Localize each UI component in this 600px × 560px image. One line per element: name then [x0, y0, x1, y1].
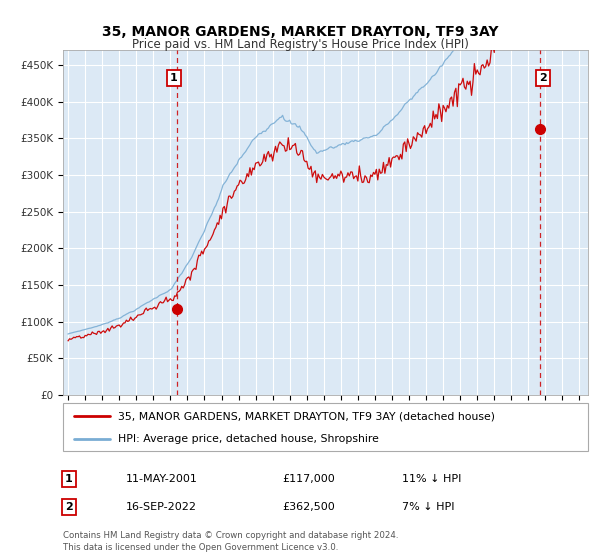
- Text: 35, MANOR GARDENS, MARKET DRAYTON, TF9 3AY (detached house): 35, MANOR GARDENS, MARKET DRAYTON, TF9 3…: [118, 411, 495, 421]
- Text: 1: 1: [170, 73, 178, 83]
- Text: 2: 2: [65, 502, 73, 512]
- Text: This data is licensed under the Open Government Licence v3.0.: This data is licensed under the Open Gov…: [63, 543, 338, 552]
- Text: Price paid vs. HM Land Registry's House Price Index (HPI): Price paid vs. HM Land Registry's House …: [131, 38, 469, 51]
- Text: 7% ↓ HPI: 7% ↓ HPI: [402, 502, 455, 512]
- Text: 2: 2: [539, 73, 547, 83]
- Text: 16-SEP-2022: 16-SEP-2022: [126, 502, 197, 512]
- Text: 11% ↓ HPI: 11% ↓ HPI: [402, 474, 461, 484]
- Text: £362,500: £362,500: [282, 502, 335, 512]
- Text: 11-MAY-2001: 11-MAY-2001: [126, 474, 198, 484]
- Text: HPI: Average price, detached house, Shropshire: HPI: Average price, detached house, Shro…: [118, 434, 379, 444]
- Text: 1: 1: [65, 474, 73, 484]
- Text: £117,000: £117,000: [282, 474, 335, 484]
- FancyBboxPatch shape: [63, 403, 588, 451]
- Text: Contains HM Land Registry data © Crown copyright and database right 2024.: Contains HM Land Registry data © Crown c…: [63, 531, 398, 540]
- Text: 35, MANOR GARDENS, MARKET DRAYTON, TF9 3AY: 35, MANOR GARDENS, MARKET DRAYTON, TF9 3…: [102, 25, 498, 39]
